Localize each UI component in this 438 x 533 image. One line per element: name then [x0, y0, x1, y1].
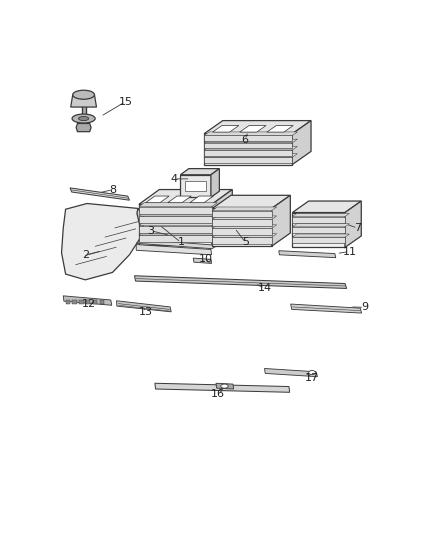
Polygon shape: [204, 154, 297, 157]
Polygon shape: [139, 216, 212, 223]
Text: 1: 1: [177, 238, 184, 247]
Text: 13: 13: [139, 307, 153, 317]
Ellipse shape: [73, 90, 95, 99]
Polygon shape: [136, 240, 218, 248]
Text: 7: 7: [354, 223, 361, 233]
Ellipse shape: [309, 370, 315, 375]
Polygon shape: [240, 126, 266, 132]
Polygon shape: [117, 301, 171, 312]
Text: 16: 16: [211, 389, 225, 399]
Polygon shape: [81, 107, 86, 115]
Text: 9: 9: [361, 302, 368, 312]
Polygon shape: [216, 383, 233, 389]
Polygon shape: [70, 188, 130, 200]
Polygon shape: [139, 207, 212, 214]
Polygon shape: [267, 126, 293, 132]
Polygon shape: [212, 190, 232, 245]
Polygon shape: [168, 196, 191, 203]
Ellipse shape: [207, 260, 211, 262]
Polygon shape: [61, 204, 144, 280]
Polygon shape: [139, 231, 217, 235]
Polygon shape: [63, 296, 112, 305]
Polygon shape: [155, 383, 290, 392]
Polygon shape: [71, 95, 96, 107]
Polygon shape: [99, 300, 104, 304]
Polygon shape: [212, 237, 272, 244]
Polygon shape: [212, 195, 290, 208]
Polygon shape: [211, 168, 219, 197]
Polygon shape: [204, 157, 293, 163]
Polygon shape: [76, 124, 91, 132]
Polygon shape: [139, 203, 217, 207]
Polygon shape: [185, 181, 206, 191]
Polygon shape: [139, 225, 212, 233]
Polygon shape: [293, 216, 345, 223]
Polygon shape: [204, 135, 293, 141]
Polygon shape: [86, 300, 90, 304]
Polygon shape: [212, 225, 277, 228]
Polygon shape: [204, 134, 293, 165]
Polygon shape: [93, 300, 97, 304]
Polygon shape: [190, 196, 213, 203]
Polygon shape: [293, 213, 350, 216]
Polygon shape: [79, 300, 84, 304]
Polygon shape: [291, 304, 362, 313]
Polygon shape: [293, 227, 345, 233]
Polygon shape: [272, 195, 290, 246]
Text: 6: 6: [241, 135, 248, 145]
Polygon shape: [293, 201, 361, 213]
Polygon shape: [293, 234, 350, 237]
Polygon shape: [204, 143, 293, 148]
Polygon shape: [204, 147, 297, 150]
Polygon shape: [134, 276, 346, 288]
Polygon shape: [212, 220, 272, 226]
Polygon shape: [293, 237, 345, 244]
Text: 11: 11: [343, 247, 357, 256]
Polygon shape: [204, 132, 297, 135]
Polygon shape: [146, 196, 169, 203]
Polygon shape: [136, 245, 212, 255]
Polygon shape: [293, 213, 345, 247]
Text: 10: 10: [199, 254, 213, 264]
Polygon shape: [212, 207, 277, 211]
Polygon shape: [139, 204, 212, 245]
Polygon shape: [137, 208, 144, 236]
Polygon shape: [139, 212, 217, 216]
Polygon shape: [72, 300, 77, 304]
Text: 4: 4: [171, 174, 178, 184]
Polygon shape: [345, 201, 361, 247]
Polygon shape: [204, 139, 297, 143]
Polygon shape: [139, 222, 217, 225]
Ellipse shape: [221, 384, 228, 388]
Polygon shape: [212, 228, 272, 235]
Text: 2: 2: [82, 250, 89, 260]
Polygon shape: [193, 258, 212, 263]
Polygon shape: [212, 126, 239, 132]
Polygon shape: [212, 208, 272, 246]
Polygon shape: [293, 120, 311, 165]
Ellipse shape: [78, 117, 88, 120]
Text: 3: 3: [147, 225, 154, 236]
Polygon shape: [180, 175, 211, 197]
Text: 17: 17: [305, 373, 319, 383]
Polygon shape: [139, 190, 232, 204]
Text: 8: 8: [110, 184, 117, 195]
Polygon shape: [212, 216, 277, 220]
Polygon shape: [293, 224, 350, 227]
Polygon shape: [139, 235, 212, 243]
Polygon shape: [204, 120, 311, 134]
Polygon shape: [279, 251, 336, 257]
Polygon shape: [212, 234, 277, 237]
Polygon shape: [180, 168, 219, 175]
Polygon shape: [204, 150, 293, 156]
Text: 12: 12: [82, 300, 96, 310]
Polygon shape: [265, 368, 318, 377]
Polygon shape: [212, 211, 272, 217]
Ellipse shape: [72, 114, 95, 123]
Polygon shape: [66, 300, 70, 304]
Text: 5: 5: [242, 238, 249, 247]
Text: 15: 15: [118, 96, 132, 107]
Text: 14: 14: [258, 284, 272, 294]
